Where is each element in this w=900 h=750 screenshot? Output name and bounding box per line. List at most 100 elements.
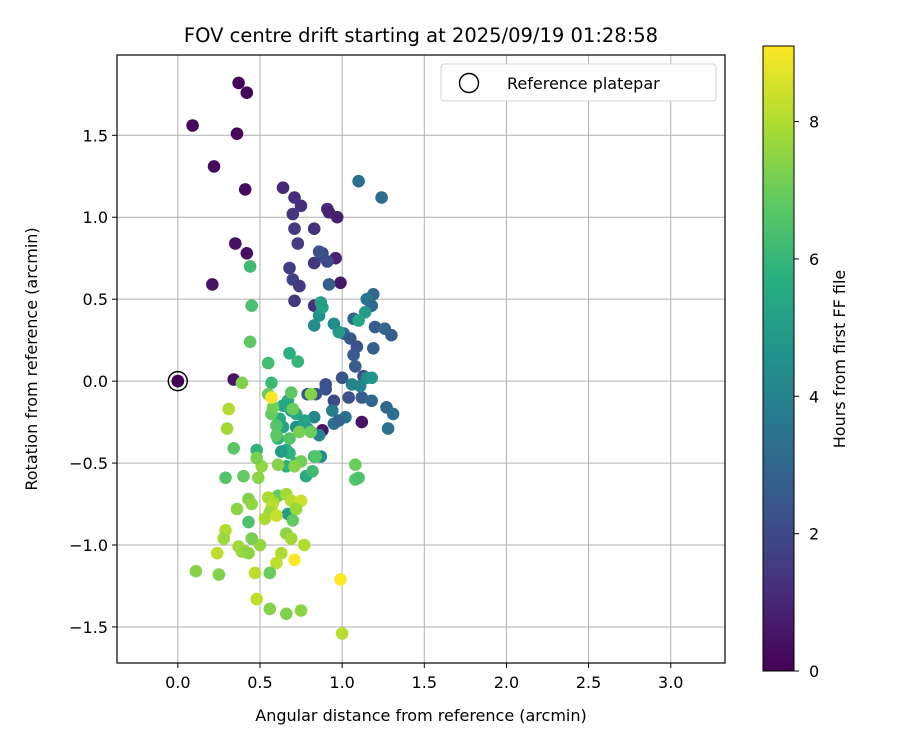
data-point bbox=[263, 602, 277, 616]
data-point bbox=[365, 394, 379, 408]
colorbar-label: Hours from first FF file bbox=[830, 270, 849, 449]
data-point bbox=[386, 407, 400, 421]
colorbar-tick-label: 0 bbox=[809, 662, 819, 681]
data-point bbox=[206, 278, 219, 291]
data-point bbox=[291, 237, 305, 250]
data-point bbox=[375, 191, 388, 204]
data-point bbox=[271, 458, 285, 472]
data-point bbox=[276, 181, 290, 194]
colorbar-gradient bbox=[762, 45, 795, 672]
data-point bbox=[189, 564, 203, 578]
y-tick-label: 1.0 bbox=[83, 208, 108, 227]
data-point bbox=[293, 425, 306, 439]
legend-box bbox=[440, 63, 717, 102]
data-point bbox=[266, 401, 280, 414]
data-point bbox=[212, 568, 226, 581]
data-point bbox=[327, 317, 341, 331]
data-point bbox=[326, 404, 339, 417]
data-point bbox=[232, 76, 245, 90]
data-point bbox=[248, 566, 262, 580]
data-point bbox=[245, 497, 258, 511]
data-point bbox=[217, 532, 231, 545]
data-point bbox=[304, 387, 318, 401]
y-axis-ticks: −1.5 −1.0 −0.5 0.0 0.5 1.0 1.5 bbox=[69, 126, 117, 637]
data-point bbox=[294, 604, 308, 617]
reference-point-fill bbox=[171, 374, 185, 388]
colorbar-tick-label: 6 bbox=[809, 250, 819, 269]
colorbar-tick-label: 8 bbox=[809, 113, 819, 132]
data-point bbox=[243, 335, 257, 349]
data-point bbox=[294, 199, 308, 213]
data-point bbox=[307, 410, 321, 424]
x-tick-label: 3.0 bbox=[658, 673, 683, 692]
data-point bbox=[355, 391, 369, 404]
data-point bbox=[293, 279, 306, 293]
data-point bbox=[368, 320, 382, 334]
reference-point-ring bbox=[167, 370, 189, 392]
data-point bbox=[307, 319, 321, 332]
colorbar-ticks: 0 2 4 6 8 bbox=[794, 113, 819, 681]
data-point bbox=[342, 391, 356, 404]
data-point bbox=[235, 376, 249, 390]
data-point bbox=[280, 607, 293, 621]
data-point bbox=[288, 460, 301, 473]
data-point bbox=[321, 255, 334, 268]
data-point bbox=[229, 237, 242, 250]
data-point bbox=[298, 538, 311, 552]
data-point bbox=[286, 402, 300, 416]
data-point bbox=[335, 627, 349, 640]
data-point bbox=[332, 414, 346, 427]
data-point bbox=[365, 371, 379, 385]
reference-marker bbox=[167, 370, 189, 392]
data-point bbox=[284, 386, 298, 399]
data-point bbox=[275, 445, 288, 458]
data-point bbox=[219, 471, 232, 485]
data-point bbox=[258, 512, 272, 526]
data-point bbox=[355, 415, 369, 429]
data-point bbox=[319, 383, 333, 396]
colorbar-tick-label: 4 bbox=[809, 387, 819, 406]
data-point bbox=[263, 566, 277, 580]
data-point bbox=[245, 532, 258, 545]
data-point bbox=[347, 348, 360, 362]
y-tick-label: 0.5 bbox=[83, 290, 108, 309]
y-tick-label: −0.5 bbox=[69, 454, 108, 473]
colorbar: 0 2 4 6 8 Hours from first FF file bbox=[762, 45, 849, 681]
data-point bbox=[304, 425, 318, 439]
legend: Reference platepar bbox=[440, 63, 717, 102]
data-point bbox=[385, 328, 398, 342]
plot-frame bbox=[116, 54, 726, 664]
data-point bbox=[307, 222, 321, 235]
data-point bbox=[334, 573, 347, 586]
data-point bbox=[314, 296, 328, 309]
y-axis-label: Rotation from reference (arcmin) bbox=[22, 227, 41, 490]
data-point bbox=[352, 471, 365, 485]
data-point bbox=[288, 553, 301, 567]
data-point bbox=[222, 402, 235, 416]
data-point bbox=[283, 347, 296, 360]
x-tick-label: 0.5 bbox=[247, 673, 272, 692]
data-point bbox=[288, 222, 301, 235]
data-point bbox=[261, 356, 275, 370]
y-tick-label: 1.5 bbox=[83, 126, 108, 145]
x-tick-label: 2.0 bbox=[494, 673, 519, 692]
data-point bbox=[349, 458, 362, 472]
x-tick-label: 1.5 bbox=[412, 673, 437, 692]
data-point bbox=[242, 515, 255, 529]
data-point bbox=[283, 261, 296, 275]
data-point bbox=[265, 391, 278, 404]
data-point bbox=[381, 422, 395, 435]
data-point bbox=[210, 546, 224, 560]
data-point bbox=[230, 502, 244, 516]
data-point bbox=[286, 514, 300, 527]
x-axis-ticks: 0.0 0.5 1.0 1.5 2.0 2.5 3.0 bbox=[165, 663, 683, 692]
data-point bbox=[349, 360, 362, 373]
data-point bbox=[367, 342, 380, 355]
data-point bbox=[288, 294, 301, 308]
chart-title: FOV centre drift starting at 2025/09/19 … bbox=[184, 24, 658, 47]
y-tick-label: −1.5 bbox=[69, 618, 108, 637]
data-point bbox=[186, 119, 199, 132]
data-point bbox=[335, 371, 349, 385]
data-point bbox=[238, 183, 252, 196]
